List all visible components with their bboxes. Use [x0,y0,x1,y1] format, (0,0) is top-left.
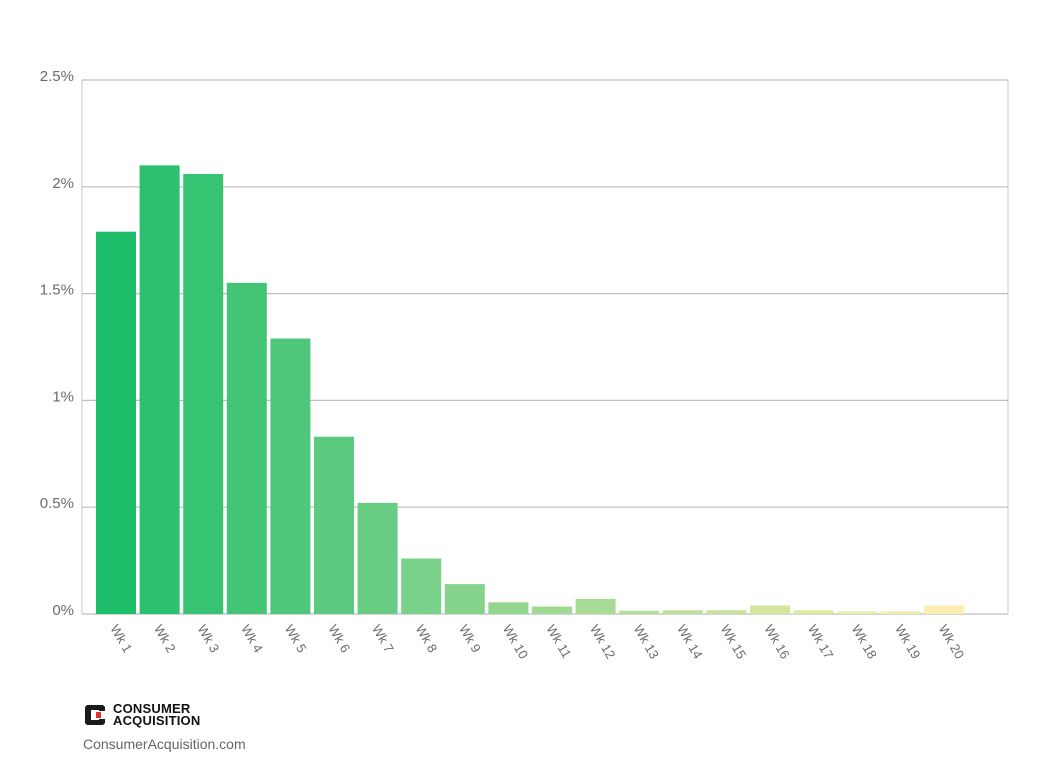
bar-wk-3 [183,174,224,614]
x-tick-label: Wk 8 [413,622,441,655]
bar-wk-20 [924,605,965,614]
brand-mark-icon [85,705,105,725]
x-tick-label: Wk 9 [456,622,484,655]
bar-wk-13 [619,610,660,614]
x-tick-label: Wk 7 [369,622,397,655]
bar-wk-1 [96,231,136,614]
y-tick-label: 0% [52,602,74,619]
y-tick-label: 0.5% [40,495,74,512]
bar-wk-12 [575,599,616,614]
bar-wk-8 [401,558,442,614]
x-tick-label: Wk 16 [761,622,792,661]
y-tick-label: 1% [52,388,74,405]
x-axis-ticks: Wk 1 Wk 2 Wk 3 Wk 4 Wk 5 Wk 6 Wk 7 Wk 8 Wk 9 Wk 1… [107,622,967,661]
x-tick-label: Wk 14 [674,622,705,661]
x-tick-label: Wk 4 [238,622,266,655]
x-tick-label: Wk 5 [282,622,310,655]
bars [96,165,965,614]
x-tick-label: Wk 12 [587,622,618,661]
x-tick-label: Wk 6 [325,622,353,655]
bar-wk-7 [357,502,398,614]
bar-wk-14 [662,610,703,614]
x-tick-label: Wk 15 [718,622,749,661]
x-tick-label: Wk 18 [849,622,880,661]
bar-wk-11 [532,606,572,614]
x-tick-label: Wk 11 [543,622,574,661]
bar-wk-2 [139,165,180,614]
brand-name: CONSUMER ACQUISITION [113,701,201,728]
bar-wk-10 [488,602,529,614]
x-tick-label: Wk 2 [151,622,179,655]
bar-wk-5 [270,338,311,614]
bar-wk-18 [837,611,878,614]
brand-name-line2: ACQUISITION [113,713,201,728]
bar-wk-15 [706,610,747,614]
y-axis-ticks: 0% 0.5% 1% 1.5% 2% 2.5% [40,68,74,619]
bar-wk-19 [880,611,921,614]
x-tick-label: Wk 17 [805,622,836,661]
brand-url: ConsumerAcquisition.com [83,736,246,752]
x-tick-label: Wk 19 [892,622,923,661]
x-tick-label: Wk 10 [500,622,531,661]
bar-wk-4 [226,282,267,614]
y-tick-label: 2% [52,175,74,192]
brand-logo: CONSUMER ACQUISITION [83,701,201,728]
bar-wk-16 [750,605,790,614]
bar-wk-9 [444,584,485,614]
bar-wk-6 [314,436,354,614]
x-tick-label: Wk 13 [631,622,662,661]
y-tick-label: 1.5% [40,282,74,299]
x-tick-label: Wk 20 [936,622,967,661]
brand-name-line1: CONSUMER [113,701,191,716]
y-tick-label: 2.5% [40,68,74,85]
bar-wk-17 [793,610,834,614]
x-tick-label: Wk 3 [195,622,223,655]
x-tick-label: Wk 1 [107,622,135,655]
